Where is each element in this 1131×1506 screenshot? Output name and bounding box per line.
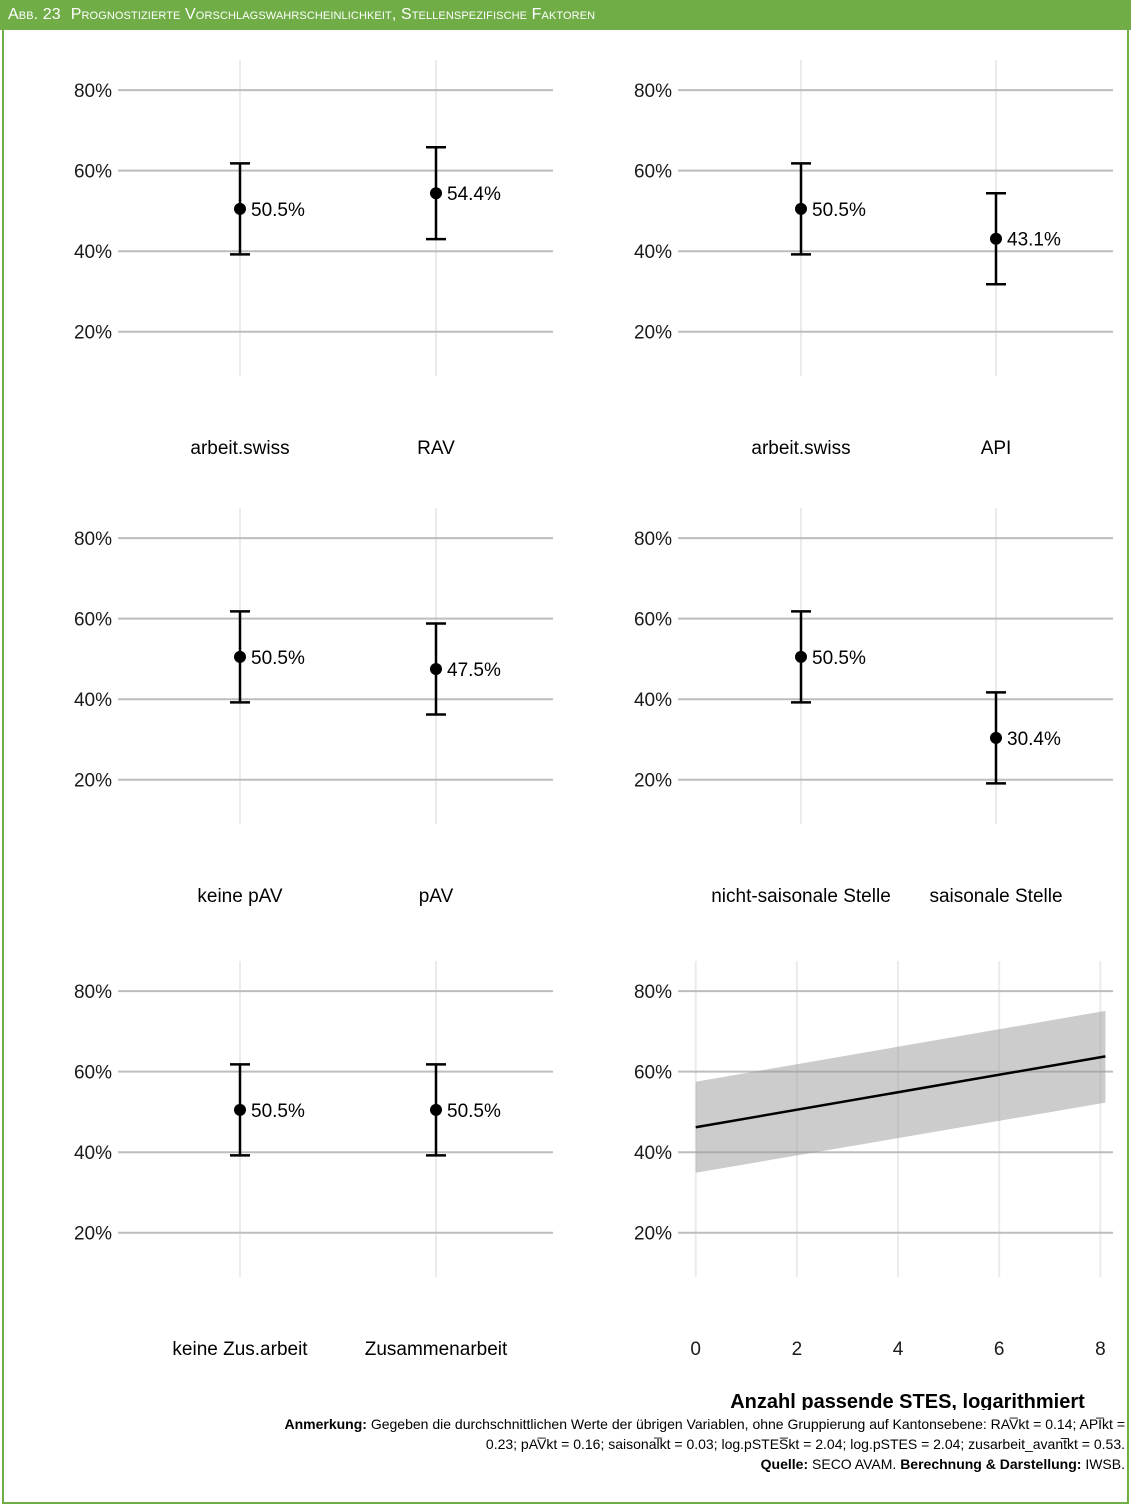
- data-label: 54.4%: [447, 184, 501, 205]
- calc-text: IWSB.: [1085, 1456, 1125, 1472]
- y-tick-label: 60%: [634, 1063, 672, 1084]
- point-estimate: [795, 202, 807, 215]
- y-tick-label: 20%: [74, 1224, 112, 1245]
- y-tick-label: 40%: [634, 1143, 672, 1164]
- y-tick-label: 20%: [74, 323, 112, 344]
- x-category-label: arbeit.swiss: [190, 438, 289, 459]
- data-label: 50.5%: [251, 648, 305, 669]
- data-label: 47.5%: [447, 660, 501, 681]
- y-tick-label: 40%: [74, 690, 112, 711]
- x-category-label: nicht-saisonale Stelle: [711, 886, 891, 907]
- y-tick-label: 40%: [634, 242, 672, 263]
- point-estimate: [430, 187, 442, 200]
- x-tick-label: 4: [893, 1339, 904, 1360]
- y-tick-label: 40%: [74, 242, 112, 263]
- data-label: 30.4%: [1007, 729, 1061, 750]
- x-category-label: saisonale Stelle: [929, 886, 1062, 907]
- chart-panel-5: 20% 40% 60% 80% 50.5% keine Zus.arbeit 50.5% Zu…: [74, 961, 553, 1360]
- x-category-label: keine pAV: [197, 886, 283, 907]
- x-tick-label: 0: [690, 1339, 701, 1360]
- note-line-1: Anmerkung: Gegeben die durchschnittliche…: [25, 1414, 1126, 1434]
- x-axis-title: Anzahl passende STES, logarithmiert: [730, 1391, 1085, 1410]
- charts-area: 20%40%60%80%50.5%arbeit.swiss54.4%RAV20%…: [74, 60, 1113, 1410]
- point-estimate: [990, 731, 1002, 744]
- y-tick-label: 60%: [634, 610, 672, 631]
- note-text-2: 0.23; pAV̅kt = 0.16; saisonal̅kt = 0.03;…: [485, 1436, 1125, 1452]
- x-category-label: keine Zus.arbeit: [172, 1339, 308, 1360]
- y-tick-label: 40%: [634, 690, 672, 711]
- figure-title: Prognostizierte Vorschlagswahrscheinlich…: [70, 6, 596, 23]
- y-tick-label: 80%: [74, 982, 112, 1003]
- data-label: 50.5%: [447, 1101, 501, 1122]
- y-tick-label: 40%: [74, 1143, 112, 1164]
- y-tick-label: 20%: [634, 771, 672, 792]
- x-tick-label: 6: [994, 1339, 1005, 1360]
- prediction-line: [695, 1055, 1106, 1129]
- source-text: SECO AVAM.: [812, 1456, 897, 1472]
- point-estimate: [234, 1103, 246, 1116]
- note-label: Anmerkung:: [284, 1416, 367, 1432]
- point-estimate: [430, 1103, 442, 1116]
- point-estimate: [430, 663, 442, 675]
- chart-panel-6: 20% 40% 60% 80% 0 2 4 6 8 Anzahl passende STES, l…: [634, 961, 1113, 1410]
- point-estimate: [234, 202, 246, 215]
- y-tick-label: 20%: [74, 771, 112, 792]
- y-tick-label: 20%: [634, 323, 672, 344]
- figure-number: Abb. 23: [8, 6, 61, 23]
- footnote: Anmerkung: Gegeben die durchschnittliche…: [25, 1414, 1126, 1474]
- y-tick-label: 80%: [634, 81, 672, 102]
- chart-panel-4: 20% 40% 60% 80% 50.5% nicht-saisonale Stelle 3…: [634, 508, 1113, 907]
- x-category-label: RAV: [417, 438, 455, 459]
- x-category-label: arbeit.swiss: [751, 438, 850, 459]
- x-tick-label: 8: [1095, 1339, 1106, 1360]
- data-label: 50.5%: [251, 200, 305, 221]
- point-estimate: [990, 232, 1002, 245]
- x-category-label: pAV: [419, 886, 454, 907]
- data-label: 50.5%: [251, 1101, 305, 1122]
- x-category-label: API: [981, 438, 1012, 459]
- source-line: Quelle: SECO AVAM. Berechnung & Darstell…: [25, 1454, 1125, 1474]
- x-category-label: Zusammenarbeit: [365, 1339, 508, 1360]
- data-label: 43.1%: [1007, 230, 1061, 251]
- chart-panel-3: 20% 40% 60% 80% 50.5% keine pAV 47.5% pAV: [74, 508, 553, 907]
- y-tick-label: 60%: [634, 162, 672, 183]
- x-tick-label: 2: [792, 1339, 803, 1360]
- calc-label: Berechnung & Darstellung:: [900, 1456, 1082, 1472]
- data-label: 50.5%: [812, 200, 866, 221]
- y-tick-label: 20%: [634, 1224, 672, 1245]
- figure-header: Abb. 23 Prognostizierte Vorschlagswahrsch…: [0, 0, 1131, 30]
- point-estimate: [234, 650, 246, 663]
- source-label: Quelle:: [760, 1456, 809, 1472]
- y-tick-label: 80%: [634, 982, 672, 1003]
- y-tick-label: 80%: [74, 529, 112, 550]
- chart-panel-1: 20% 40% 60% 80% 50.5% arbeit.swiss 54.4% RAV: [74, 60, 553, 459]
- y-tick-label: 60%: [74, 1063, 112, 1084]
- note-text-1: Gegeben die durchschnittlichen Werte der…: [370, 1416, 1125, 1432]
- point-estimate: [795, 650, 807, 663]
- y-tick-label: 60%: [74, 162, 112, 183]
- chart-panel-2: 20% 40% 60% 80% 50.5% arbeit.swiss 43.1% API: [634, 60, 1113, 459]
- y-tick-label: 80%: [634, 529, 672, 550]
- data-label: 50.5%: [812, 648, 866, 669]
- y-tick-label: 80%: [74, 81, 112, 102]
- y-tick-label: 60%: [74, 610, 112, 631]
